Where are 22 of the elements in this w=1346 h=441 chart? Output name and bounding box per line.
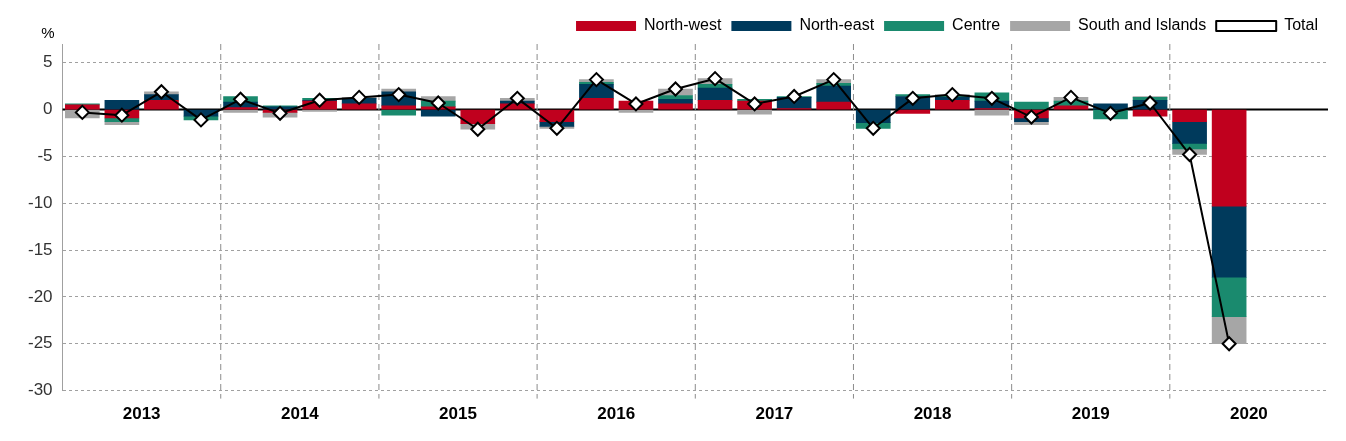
legend-label: Total xyxy=(1284,16,1318,34)
y-tick-label: -30 xyxy=(27,380,53,400)
x-tick-label: 2019 xyxy=(1071,404,1110,424)
y-axis-title: % xyxy=(41,24,55,42)
x-tick-label: 2013 xyxy=(122,404,161,424)
y-tick-label: -5 xyxy=(37,146,53,166)
y-tick-label: 0 xyxy=(43,99,53,119)
x-tick-label: 2020 xyxy=(1230,404,1268,424)
y-tick-label: -15 xyxy=(27,239,53,259)
y-tick-label: -25 xyxy=(27,333,53,353)
x-tick-label: 2018 xyxy=(913,404,952,424)
legend-label: North-east xyxy=(799,16,875,34)
y-tick-label: -20 xyxy=(27,286,53,306)
legend-label: North-west xyxy=(644,16,722,34)
y-tick-label: -10 xyxy=(27,192,53,212)
legend-label: Centre xyxy=(952,16,1001,34)
legend-label: South and Islands xyxy=(1078,16,1207,34)
x-tick-label: 2017 xyxy=(755,404,794,424)
x-tick-label: 2016 xyxy=(597,404,636,424)
x-tick-label: 2014 xyxy=(280,404,320,424)
x-tick-label: 2015 xyxy=(439,404,477,424)
y-tick-label: 5 xyxy=(43,52,53,72)
